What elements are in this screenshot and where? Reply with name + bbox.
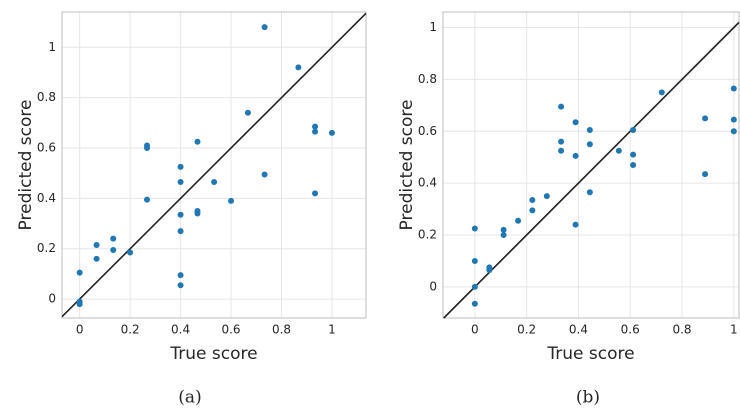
x-tick-label: 0.2: [121, 323, 140, 337]
point: [572, 221, 579, 228]
point: [144, 196, 151, 203]
x-tick-label: 1: [730, 323, 738, 337]
x-tick-label: 0.6: [221, 323, 240, 337]
caption: (b): [576, 388, 600, 408]
point: [295, 64, 302, 71]
point: [471, 225, 478, 232]
panel: 0 0.2 0.4 0.6 0.8 1 0 0.2 0.4 0.6 0.8 1 True score Pr…: [397, 11, 740, 408]
point: [110, 247, 117, 253]
y-tick-label: 0.2: [418, 228, 437, 242]
point: [572, 119, 579, 126]
point: [515, 217, 522, 224]
point: [558, 138, 565, 145]
point: [93, 241, 100, 248]
point: [630, 162, 637, 168]
point: [312, 190, 319, 197]
point: [261, 171, 268, 178]
y-tick-label: 0.8: [418, 72, 437, 86]
point: [730, 128, 737, 135]
x-tick-label: 0: [76, 323, 84, 337]
point: [261, 24, 268, 31]
point: [471, 283, 478, 290]
point: [529, 207, 536, 214]
x-tick-label: 0.4: [569, 323, 588, 337]
point: [630, 151, 637, 158]
point: [177, 163, 184, 170]
y-tick-label: 0.2: [37, 241, 56, 255]
y-tick-label: 0.6: [37, 141, 56, 155]
point: [328, 129, 335, 136]
point: [177, 282, 184, 289]
plot-frame: [61, 11, 367, 319]
point: [76, 269, 83, 276]
point: [543, 193, 550, 200]
point: [529, 197, 536, 204]
y-axis-title: Predicted score: [16, 100, 36, 231]
point: [702, 171, 709, 178]
point: [486, 267, 493, 274]
y-tick-label: 0.4: [37, 191, 56, 205]
point: [658, 89, 665, 96]
point: [630, 126, 637, 133]
point: [244, 109, 251, 116]
point: [572, 152, 579, 159]
y-tick-label: 0.6: [418, 124, 437, 138]
point: [312, 128, 319, 135]
identity-line: [443, 21, 740, 319]
x-axis-title: True score: [169, 344, 257, 364]
x-tick-label: 0.2: [517, 323, 536, 337]
caption: (a): [178, 388, 201, 408]
point: [586, 189, 593, 196]
point: [177, 272, 184, 279]
x-tick-label: 0: [471, 323, 479, 337]
y-tick-label: 1: [429, 20, 437, 34]
y-tick-label: 0: [48, 292, 56, 306]
point: [730, 116, 737, 123]
point: [177, 228, 184, 235]
point: [144, 145, 151, 151]
point: [177, 211, 184, 218]
point: [76, 301, 83, 308]
point: [471, 300, 478, 307]
point: [586, 126, 593, 133]
x-tick-label: 0.8: [272, 323, 291, 337]
point: [586, 141, 593, 148]
point: [500, 226, 507, 233]
point: [194, 138, 201, 145]
point: [558, 147, 565, 154]
point: [127, 249, 134, 256]
point: [110, 235, 117, 242]
point: [177, 179, 184, 185]
y-tick-label: 0.8: [37, 90, 56, 104]
y-tick-label: 1: [48, 40, 56, 54]
point: [93, 255, 100, 262]
x-tick-label: 0.6: [621, 323, 640, 337]
x-axis-title: True score: [546, 344, 634, 364]
point: [730, 85, 737, 92]
point: [312, 123, 319, 130]
point: [228, 197, 235, 204]
point: [558, 103, 565, 110]
panel: 0 0.2 0.4 0.6 0.8 1 0 0.2 0.4 0.6 0.8 1 True score Pr…: [16, 11, 367, 408]
y-axis-title: Predicted score: [397, 100, 417, 231]
plot-frame: [442, 11, 740, 319]
point: [211, 179, 218, 185]
x-tick-label: 1: [328, 323, 336, 337]
x-tick-label: 0.8: [672, 323, 691, 337]
point: [615, 147, 622, 154]
identity-line: [61, 12, 367, 318]
x-tick-label: 0.4: [171, 323, 190, 337]
y-tick-label: 0.4: [418, 176, 437, 190]
point: [500, 232, 507, 239]
point: [702, 115, 709, 122]
point: [194, 210, 201, 217]
point: [471, 257, 478, 264]
y-tick-label: 0: [429, 279, 437, 293]
